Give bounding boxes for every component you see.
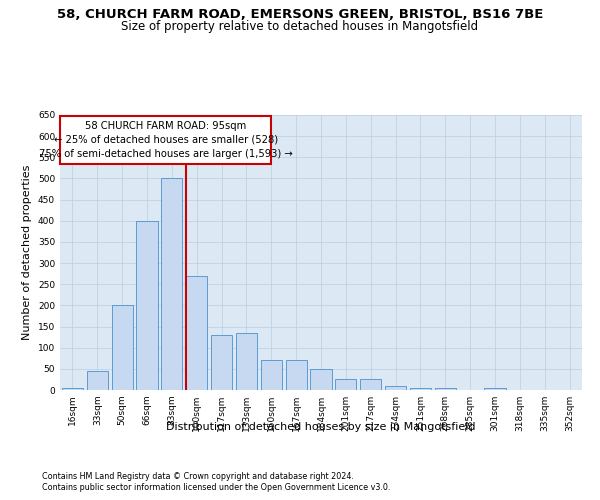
Bar [261, 360, 282, 390]
Text: Distribution of detached houses by size in Mangotsfield: Distribution of detached houses by size … [166, 422, 476, 432]
Y-axis label: Number of detached properties: Number of detached properties [22, 165, 32, 340]
Bar [385, 386, 406, 390]
Bar [236, 333, 257, 390]
Bar [161, 178, 182, 390]
Bar [112, 306, 133, 390]
Bar [484, 388, 506, 390]
Text: Size of property relative to detached houses in Mangotsfield: Size of property relative to detached ho… [121, 20, 479, 33]
Bar [186, 276, 207, 390]
Bar [136, 221, 158, 390]
Bar [410, 388, 431, 390]
Text: Contains HM Land Registry data © Crown copyright and database right 2024.: Contains HM Land Registry data © Crown c… [42, 472, 354, 481]
Bar [61, 116, 271, 164]
Bar [62, 388, 83, 390]
Text: Contains public sector information licensed under the Open Government Licence v3: Contains public sector information licen… [42, 484, 391, 492]
Text: 58 CHURCH FARM ROAD: 95sqm
← 25% of detached houses are smaller (528)
75% of sem: 58 CHURCH FARM ROAD: 95sqm ← 25% of deta… [39, 120, 293, 159]
Bar [211, 335, 232, 390]
Bar [87, 371, 108, 390]
Bar [286, 360, 307, 390]
Bar [310, 369, 332, 390]
Bar [360, 380, 381, 390]
Bar [335, 380, 356, 390]
Bar [435, 388, 456, 390]
Text: 58, CHURCH FARM ROAD, EMERSONS GREEN, BRISTOL, BS16 7BE: 58, CHURCH FARM ROAD, EMERSONS GREEN, BR… [57, 8, 543, 20]
